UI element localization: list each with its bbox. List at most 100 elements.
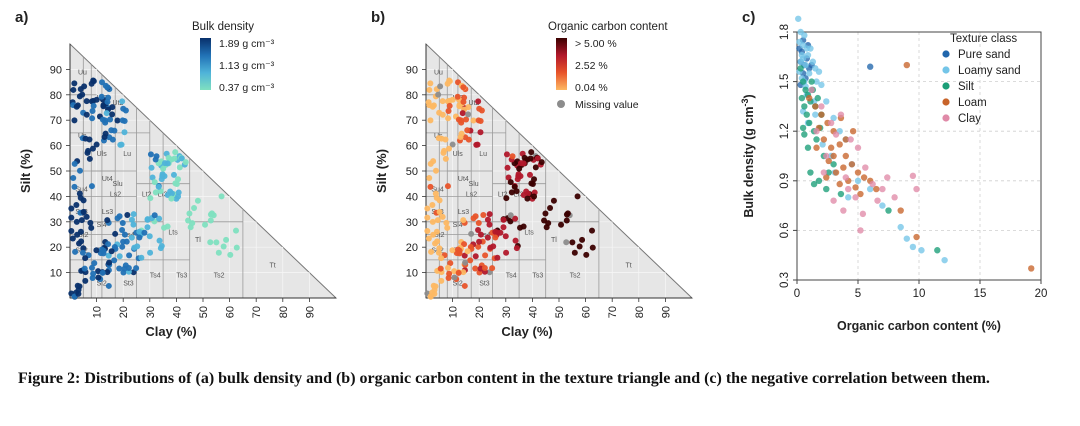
y-tick-label: 10 [406,268,418,280]
data-point [836,141,843,148]
data-point [470,215,477,222]
data-point [475,117,482,124]
legend-marker [942,66,950,74]
data-point [852,194,859,201]
texture-class-label: Ls4 [479,232,490,239]
data-point [119,219,126,226]
y-tick-label: 10 [50,268,62,280]
y-tick-label: 90 [50,64,62,76]
texture-class-label: Tl [551,237,557,244]
data-point [119,117,126,124]
x-tick-label: 20 [1035,288,1048,300]
data-point [934,247,941,254]
y-tick-label: 0.3 [779,272,791,288]
data-point [464,127,471,134]
data-point [432,167,439,174]
data-point [809,58,817,65]
legend-label: Silt [958,81,975,93]
data-point [526,171,533,178]
data-point [124,211,131,218]
data-point [802,61,809,69]
data-point [462,259,469,266]
y-tick-label: 1.2 [779,123,791,139]
data-point [1028,265,1035,272]
data-point [873,185,880,193]
data-point [913,233,920,241]
data-point [71,160,78,167]
texture-class-label: Ls4 [123,232,134,239]
data-point [100,103,107,110]
data-point [815,177,823,184]
data-point [516,165,523,172]
texture-class-label: Sl2 [453,280,463,287]
texture-class-label: Lt2 [498,191,508,198]
data-point [460,98,467,105]
data-point [82,277,89,284]
data-point [104,98,111,105]
legend-marker [942,98,950,106]
data-point [89,145,96,152]
data-point [830,197,837,204]
data-point [484,234,491,241]
data-point [903,235,910,242]
data-point [457,134,464,141]
texture-class-label: Ts2 [214,273,225,280]
data-point [801,131,808,138]
data-point [500,224,507,231]
data-point [531,193,538,200]
data-point [70,86,77,93]
data-point [528,149,535,156]
data-point [511,183,518,190]
data-point [808,86,815,94]
y-axis-label: Bulk density (g cm-3) [740,94,756,217]
y-tick-label: 70 [50,115,62,127]
data-point [68,205,75,212]
legend-label: Loam [958,97,987,109]
data-point [157,245,164,252]
data-point [804,144,812,151]
x-tick-label: 10 [92,306,104,318]
data-point [867,63,874,70]
y-tick-label: 1.5 [779,74,791,90]
legend-marker [942,50,950,58]
data-point [840,207,847,214]
data-point [218,193,225,200]
y-axis-label-sup: -3 [740,99,750,107]
data-point [849,128,857,135]
x-axis-label: Clay (%) [145,324,196,339]
texture-class-label: Lts [524,230,534,237]
data-point [122,107,129,114]
data-point [156,215,163,222]
data-point [194,197,201,204]
data-point [128,234,135,241]
figure-canvas: a)UuUt3Ut2UsUlsLuSu4SluUt4Su3Ls2Lt2Lt3Ls… [15,9,1048,339]
data-point [494,254,501,261]
panel-b: b)UuUt3Ut2UsUlsLuSu4SluUt4Su3Ls2Lt2Lt3Ls… [371,9,694,339]
data-point [104,84,111,91]
data-point [83,213,90,220]
data-point [78,238,85,245]
texture-class-label: St3 [123,280,134,287]
y-axis-label-main: Bulk density (g cm [742,107,756,218]
data-point [459,110,466,117]
data-point [88,224,95,231]
data-point [442,155,449,162]
series-loam [806,61,1035,272]
data-point [569,239,576,246]
data-point [465,111,472,118]
data-point [509,153,516,160]
x-tick-label: 90 [304,306,316,318]
data-point [168,195,175,202]
data-point [446,270,453,277]
data-point [463,116,470,123]
texture-class-label: Ut4 [102,176,113,183]
data-point [823,174,830,181]
data-point [439,98,446,105]
data-point [477,129,484,136]
legend-label: 1.89 g cm⁻³ [219,38,275,50]
data-point [913,185,920,193]
data-point [88,264,95,271]
y-tick-label: 30 [50,217,62,229]
data-point [477,231,484,238]
x-tick-label: 70 [251,306,263,318]
